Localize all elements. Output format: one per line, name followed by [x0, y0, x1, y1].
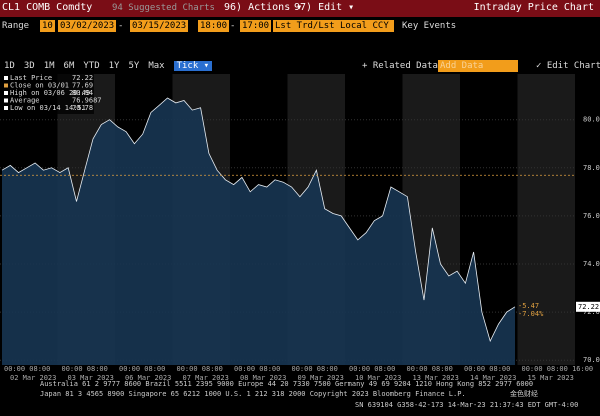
legend-swatch: [4, 83, 8, 88]
edit-menu[interactable]: 97) Edit ▾: [294, 2, 355, 13]
edit-chart[interactable]: ✓ Edit Chart: [536, 61, 600, 71]
x-date-label: 03 Mar 2023: [68, 374, 114, 382]
dash: -: [230, 21, 236, 31]
legend-value: 76.9687: [72, 97, 102, 105]
x-date-label: 08 Mar 2023: [240, 374, 286, 382]
field-select[interactable]: Lst Trd/Lst P: [273, 20, 348, 32]
x-time-label: 00:00 08:00: [464, 365, 510, 373]
x-time-label: 00:00 08:00: [407, 365, 453, 373]
header-bar: [0, 0, 600, 17]
last-price-box: [576, 301, 600, 312]
x-time-label: 00:00 08:00 16:00: [522, 365, 594, 373]
x-date-label: 06 Mar 2023: [125, 374, 171, 382]
add-data[interactable]: Add Data: [438, 60, 518, 72]
ticker: CL1 COMB Comdty: [2, 2, 93, 13]
last-price-label: 72.22: [578, 303, 599, 311]
footer-line: Japan 81 3 4565 8900 Singapore 65 6212 1…: [40, 390, 466, 398]
legend-value: 77.69: [72, 82, 93, 90]
legend-swatch: [4, 98, 8, 103]
actions-menu[interactable]: 96) Actions ▾: [224, 2, 303, 13]
y-tick-label: 74.00: [583, 260, 600, 268]
period-button[interactable]: 1D: [4, 61, 15, 71]
legend-value: 70.78: [72, 104, 93, 112]
watermark: 金色财经: [510, 389, 538, 398]
suggested-charts[interactable]: 94 Suggested Charts: [112, 3, 215, 13]
days-input[interactable]: 10: [40, 20, 55, 32]
x-time-label: 00:00 08:00: [177, 365, 223, 373]
change-label: -5.47: [518, 302, 539, 310]
end-date[interactable]: 03/15/2023: [130, 20, 189, 32]
x-date-label: 10 Mar 2023: [355, 374, 401, 382]
x-date-label: 09 Mar 2023: [298, 374, 344, 382]
x-time-label: 00:00 08:00: [234, 365, 280, 373]
footer-line: Australia 61 2 9777 8600 Brazil 5511 239…: [40, 380, 533, 388]
x-date-label: 07 Mar 2023: [183, 374, 229, 382]
period-button[interactable]: 6M: [63, 61, 75, 71]
legend-swatch: [4, 76, 8, 80]
y-tick-label: 78.00: [583, 164, 600, 172]
start-time[interactable]: 18:00: [198, 20, 230, 32]
legend-label: Last Price: [10, 74, 52, 82]
area-fill: [2, 98, 515, 365]
legend-label: High on 03/06 20:49: [10, 89, 90, 97]
period-button[interactable]: YTD: [83, 61, 100, 71]
y-tick-label: 72.00: [583, 308, 600, 316]
legend-label: Low on 03/14 14:51: [10, 104, 86, 112]
legend-value: 80.94: [72, 89, 93, 97]
page-title: Intraday Price Chart: [473, 2, 594, 13]
period-button[interactable]: 5Y: [128, 61, 140, 71]
period-button[interactable]: 3D: [23, 61, 35, 71]
x-time-label: 00:00 08:00: [119, 365, 165, 373]
legend-swatch: [4, 91, 8, 95]
x-time-label: 00:00 08:00: [349, 365, 395, 373]
period-button[interactable]: 1M: [43, 61, 55, 71]
x-date-label: 02 Mar 2023: [10, 374, 56, 382]
range-label: Range: [2, 21, 30, 31]
x-time-label: 00:00 08:00: [62, 365, 108, 373]
period-button[interactable]: Max: [148, 61, 165, 71]
x-date-label: 14 Mar 2023: [470, 374, 516, 382]
legend-label: Close on 03/01: [10, 82, 69, 90]
related-data[interactable]: + Related Data ▾: [362, 61, 449, 71]
key-events[interactable]: Key Events: [402, 21, 457, 31]
legend-value: 72.22: [72, 74, 93, 82]
period-button[interactable]: 1Y: [108, 61, 120, 71]
price-line: [1, 97, 516, 343]
period-bar: 1D 3D 1M 6M YTD 1Y 5Y Max Tick ▾: [4, 59, 213, 73]
y-tick-label: 76.00: [583, 212, 600, 220]
currency-select[interactable]: Local CCY: [338, 20, 394, 32]
y-tick-label: 80.00: [583, 116, 600, 124]
x-time-label: 00:00 08:00: [292, 365, 338, 373]
legend-box: [2, 74, 94, 114]
start-date[interactable]: 03/02/2023: [58, 20, 117, 32]
x-time-label: 00:00 08:00: [4, 365, 50, 373]
legend-label: Average: [10, 97, 40, 105]
change-pct-label: -7.04%: [518, 310, 544, 318]
x-date-label: 13 Mar 2023: [413, 374, 459, 382]
x-date-label: 15 Mar 2023: [528, 374, 574, 382]
legend-swatch: [4, 106, 8, 110]
end-time[interactable]: 17:00: [240, 20, 272, 32]
day-shade: [517, 74, 575, 365]
dash: -: [118, 21, 124, 31]
y-tick-label: 70.00: [583, 356, 600, 364]
footer-line: SN 639104 G358-42-173 14-Mar-23 21:37:43…: [355, 401, 578, 409]
tick-select[interactable]: Tick ▾: [173, 61, 213, 71]
